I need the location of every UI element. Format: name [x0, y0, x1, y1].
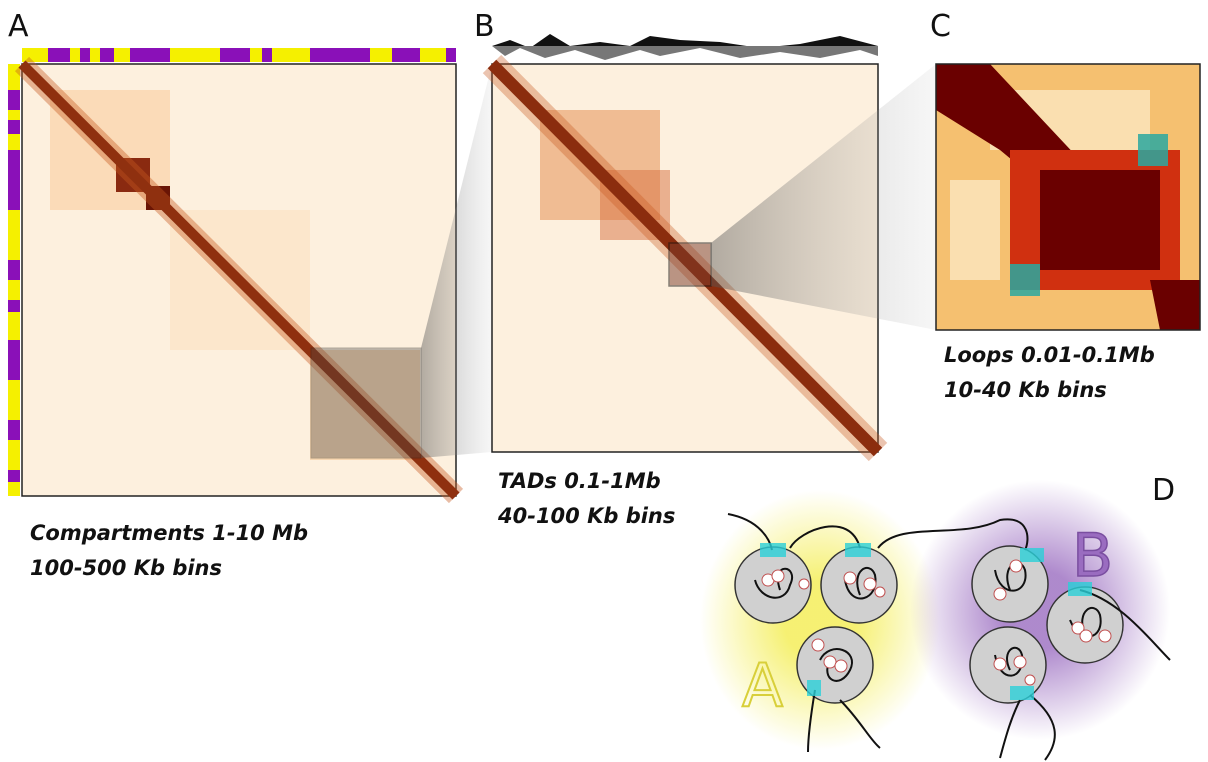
panel-label: A — [8, 9, 29, 44]
caption: 10-40 Kb bins — [944, 378, 1107, 402]
panel-label: C — [930, 9, 951, 44]
panel-d: D A B — [700, 473, 1175, 761]
compartment-label: A — [742, 651, 783, 721]
panel-b: B TADs 0.1-1Mb 40-100 Kb bins — [474, 9, 936, 528]
caption: 100-500 Kb bins — [30, 556, 222, 580]
panel-label: B — [474, 9, 495, 44]
panel-c: C Loops 0.01-0.1Mb 10-40 Kb bins — [930, 9, 1201, 402]
panel-label: D — [1152, 473, 1175, 508]
caption: Compartments 1-10 Mb — [30, 521, 308, 545]
caption: TADs 0.1-1Mb — [498, 469, 661, 493]
compartment-label: B — [1072, 521, 1113, 591]
compartment-track-top — [22, 48, 456, 62]
panel-a: A — [8, 9, 492, 580]
compartment-track-left — [8, 64, 20, 496]
caption: Loops 0.01-0.1Mb — [944, 343, 1155, 367]
caption: 40-100 Kb bins — [497, 504, 675, 528]
